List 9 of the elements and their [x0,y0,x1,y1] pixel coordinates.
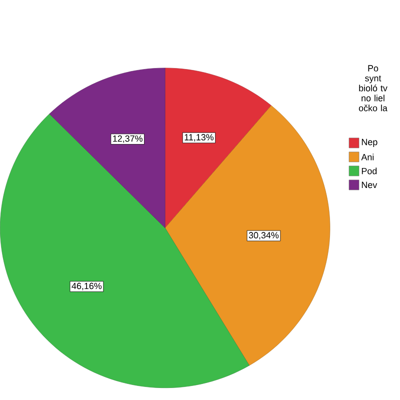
legend-title: Po synt bioló tv no liel očko la [358,65,388,112]
data-label: 11,13% [184,134,214,142]
legend-label: Nev [362,182,378,188]
data-label: 30,34% [248,232,279,240]
legend-label: Ani [361,154,374,160]
legend-label: Nep [362,138,378,148]
legend-label: Pod [362,168,377,174]
data-label: 12,37% [113,135,142,143]
data-label: 46,16% [72,282,102,290]
